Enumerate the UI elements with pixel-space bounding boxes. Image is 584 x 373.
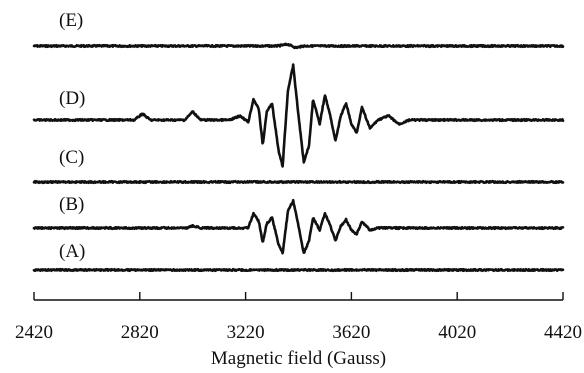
trace-label-b: (B)	[59, 194, 84, 215]
spectrum-trace-a	[32, 267, 565, 273]
x-tick-label-4020: 4020	[438, 322, 476, 343]
spectrum-trace-c	[32, 179, 565, 185]
trace-label-d: (D)	[59, 88, 85, 109]
x-tick-label-2420: 2420	[15, 322, 53, 343]
x-tick-label-3220: 3220	[227, 322, 265, 343]
trace-label-a: (A)	[59, 241, 85, 262]
x-tick-label-3620: 3620	[332, 322, 370, 343]
trace-labels: (E) (D) (C) (B) (A)	[59, 10, 85, 262]
spectrum-trace-e	[32, 42, 565, 50]
x-axis-ticks: 2420 2820 3220 3620 4020 4420	[15, 292, 582, 343]
x-axis-title: Magnetic field (Gauss)	[211, 348, 386, 369]
spectra-traces	[32, 42, 565, 273]
spectrum-trace-d	[32, 63, 565, 168]
trace-label-c: (C)	[59, 147, 84, 168]
spectrum-trace-b	[32, 198, 565, 255]
x-tick-label-2820: 2820	[121, 322, 159, 343]
trace-label-e: (E)	[59, 10, 83, 31]
x-tick-label-4420: 4420	[544, 322, 582, 343]
